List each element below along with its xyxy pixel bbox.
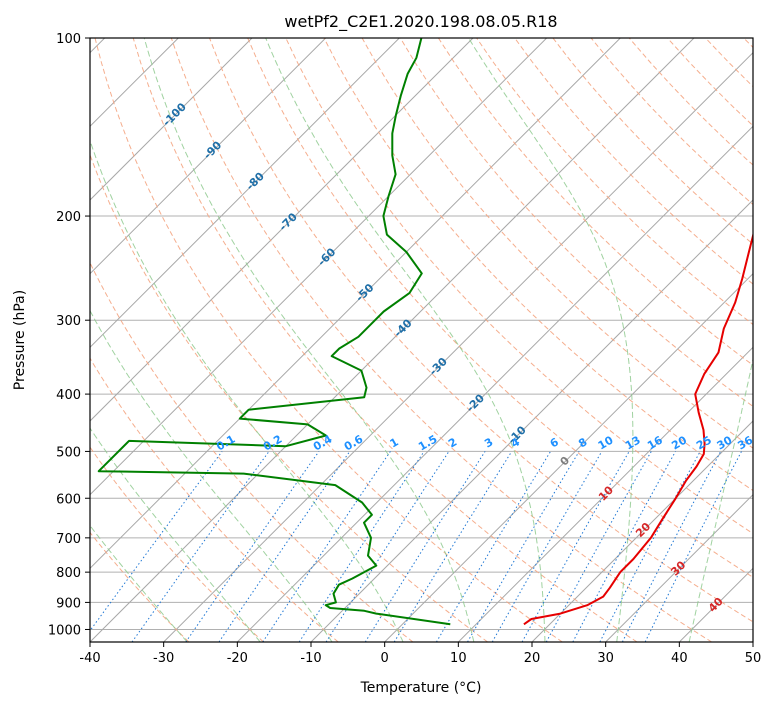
y-tick-label: 500 — [56, 445, 81, 460]
y-tick-label: 800 — [56, 566, 81, 581]
x-tick-label: 50 — [745, 651, 762, 666]
x-tick-label: -20 — [227, 651, 248, 666]
y-tick-label: 700 — [56, 532, 81, 547]
y-tick-label: 900 — [56, 596, 81, 611]
y-tick-label: 600 — [56, 492, 81, 507]
x-tick-label: 0 — [381, 651, 389, 666]
x-axis-label: Temperature (°C) — [360, 680, 482, 696]
x-tick-label: 10 — [450, 651, 467, 666]
y-tick-label: 100 — [56, 32, 81, 47]
y-axis-label: Pressure (hPa) — [12, 290, 28, 390]
x-tick-label: 20 — [524, 651, 541, 666]
x-tick-label: -10 — [300, 651, 321, 666]
y-tick-label: 200 — [56, 210, 81, 225]
x-tick-label: 30 — [597, 651, 614, 666]
x-tick-label: 40 — [671, 651, 688, 666]
chart-title: wetPf2_C2E1.2020.198.08.05.R18 — [284, 12, 557, 32]
y-tick-label: 300 — [56, 314, 81, 329]
y-tick-label: 400 — [56, 388, 81, 403]
x-tick-label: -30 — [153, 651, 174, 666]
y-tick-label: 1000 — [48, 623, 81, 638]
x-tick-label: -40 — [79, 651, 100, 666]
